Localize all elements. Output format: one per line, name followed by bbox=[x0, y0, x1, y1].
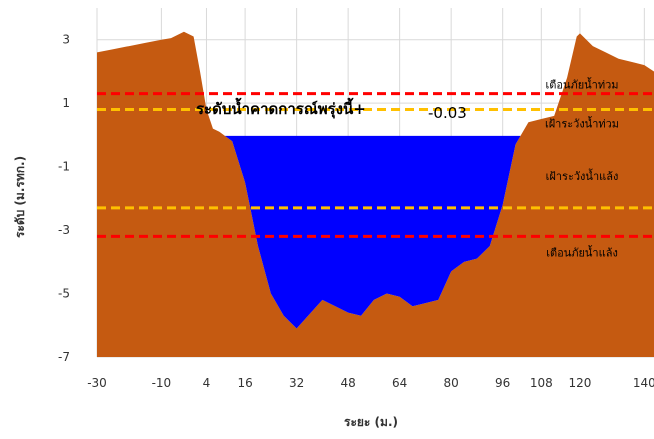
reference-label-2: เฝ้าระวังน้ำแล้ง bbox=[546, 168, 619, 183]
x-tick-label-3: 16 bbox=[237, 376, 252, 390]
forecast-annotation: ระดับน้ำคาดการณ์พรุ่งนี้+ bbox=[196, 97, 366, 119]
y-tick-label-4: -5 bbox=[58, 287, 70, 301]
x-axis-title: ระยะ (ม.) bbox=[344, 415, 398, 429]
y-axis-ticks: 3 1 -1 -3 -5 -7 bbox=[58, 33, 70, 364]
reference-label-1: เฝ้าระวังน้ำท่วม bbox=[545, 116, 619, 131]
reference-label-3: เตือนภัยน้ำแล้ง bbox=[546, 244, 618, 259]
x-tick-label-9: 108 bbox=[530, 376, 553, 390]
y-tick-label-0: 3 bbox=[62, 33, 70, 47]
x-tick-label-7: 80 bbox=[444, 376, 459, 390]
y-tick-label-2: -1 bbox=[58, 160, 70, 174]
x-tick-label-10: 120 bbox=[568, 376, 591, 390]
x-tick-label-5: 48 bbox=[340, 376, 355, 390]
x-tick-label-0: -30 bbox=[87, 376, 107, 390]
reference-label-0: เตือนภัยน้ำท่วม bbox=[545, 77, 618, 92]
x-tick-label-6: 64 bbox=[392, 376, 407, 390]
reference-line-labels: เตือนภัยน้ำท่วมเฝ้าระวังน้ำท่วมเฝ้าระวัง… bbox=[545, 77, 619, 260]
y-axis-title: ระดับ (ม.รทก.) bbox=[13, 156, 27, 238]
x-axis-ticks: -30 -10 4 16 32 48 64 80 96 108 120 140 bbox=[87, 376, 654, 390]
ground-profile-area bbox=[97, 31, 654, 358]
x-tick-label-4: 32 bbox=[289, 376, 304, 390]
y-tick-label-3: -3 bbox=[58, 223, 70, 237]
x-tick-label-8: 96 bbox=[495, 376, 510, 390]
y-tick-label-1: 1 bbox=[62, 96, 70, 110]
reference-lines bbox=[97, 92, 654, 238]
x-tick-label-1: -10 bbox=[152, 376, 172, 390]
x-tick-label-2: 4 bbox=[203, 376, 211, 390]
x-tick-label-11: 140 bbox=[633, 376, 654, 390]
y-tick-label-5: -7 bbox=[58, 350, 70, 364]
water-body-area bbox=[224, 135, 521, 329]
forecast-annotation-value: -0.03 bbox=[428, 104, 467, 122]
